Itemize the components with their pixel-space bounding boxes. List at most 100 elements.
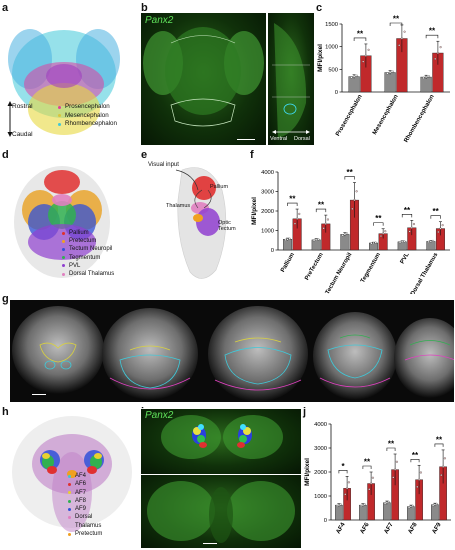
data-point xyxy=(436,51,439,55)
data-point xyxy=(351,207,354,210)
data-point xyxy=(418,478,421,481)
legend-item: Rhombencephalon xyxy=(58,120,117,129)
data-point xyxy=(425,75,428,79)
bar xyxy=(384,72,396,93)
significance-label: ** xyxy=(364,458,371,467)
gene-label-panx2-b: Panx2 xyxy=(145,15,174,26)
legend-item: Dorsal xyxy=(68,513,102,521)
legend-dot xyxy=(62,239,65,243)
data-point xyxy=(343,233,346,236)
data-point xyxy=(284,238,287,241)
category-label: Prosencephalon xyxy=(335,94,364,138)
category-label: PVL xyxy=(400,252,411,265)
data-point xyxy=(427,75,430,78)
data-point xyxy=(379,235,383,238)
significance-bracket xyxy=(430,215,441,219)
legend-dot xyxy=(68,524,71,527)
data-point xyxy=(385,501,388,504)
data-point xyxy=(386,72,389,75)
data-point xyxy=(286,238,289,241)
significance-label: ** xyxy=(318,201,325,210)
legend-label: Pretectum xyxy=(69,238,97,245)
data-point xyxy=(364,54,367,57)
data-point xyxy=(409,505,412,508)
data-point xyxy=(394,468,397,471)
y-tick-label: 3000 xyxy=(314,446,327,452)
legend-label: Prosencephalon xyxy=(65,103,110,110)
y-tick-label: 4000 xyxy=(314,422,327,428)
data-point xyxy=(432,504,435,507)
y-tick-label: 2000 xyxy=(261,209,274,215)
category-label: PreTectum xyxy=(304,252,324,281)
legend-label: Mesencephalon xyxy=(65,111,109,119)
pallium-label: Pallium xyxy=(210,184,229,190)
microscopy-panx2-side: Ventral Dorsal xyxy=(268,13,314,145)
y-tick-label: 1000 xyxy=(325,45,338,51)
legend-dot xyxy=(68,499,71,503)
data-point xyxy=(360,504,363,507)
panel-label-e: e xyxy=(141,149,148,161)
category-label: Pallium xyxy=(280,252,296,273)
brain-region-schematic-h xyxy=(12,416,132,532)
data-point xyxy=(371,476,374,479)
data-point xyxy=(367,48,370,51)
y-tick-label: 1500 xyxy=(325,22,338,28)
bar xyxy=(311,239,321,251)
data-point xyxy=(411,504,414,507)
data-point xyxy=(403,240,406,243)
legend-dot xyxy=(62,272,65,276)
data-point xyxy=(439,46,442,49)
data-point xyxy=(374,241,377,244)
microscopy-series-g xyxy=(10,300,454,402)
significance-bracket xyxy=(401,214,413,218)
data-point xyxy=(362,60,365,63)
data-point xyxy=(315,238,318,241)
data-point xyxy=(339,503,342,506)
y-tick-label: 1000 xyxy=(261,229,274,235)
category-label: AF4 xyxy=(335,521,347,535)
data-point xyxy=(372,241,375,245)
legend-label: AF4 xyxy=(75,473,87,479)
legend-item: Tegmentum xyxy=(62,254,114,262)
data-point xyxy=(389,71,392,74)
panel-label-c: c xyxy=(316,2,323,14)
data-point xyxy=(326,218,329,221)
visual-pathway-schematic-e xyxy=(175,167,227,279)
bar xyxy=(335,504,343,521)
significance-bracket xyxy=(410,458,420,463)
data-point xyxy=(412,223,416,226)
legend-item: Mesencephalon xyxy=(58,112,117,121)
legend-item: AF9 xyxy=(68,505,102,513)
caudal-label: Caudal xyxy=(12,131,33,138)
significance-label: ** xyxy=(388,440,395,449)
legend-item: Tectum Neuropil xyxy=(62,245,114,253)
category-label: Dorsal Thalamus xyxy=(410,251,440,294)
gene-label-panx2-i: Panx2 xyxy=(145,410,174,421)
data-point xyxy=(355,190,358,193)
legend-dot xyxy=(58,122,61,126)
category-label: Tectum Neuropil xyxy=(325,252,354,294)
legend-label: Dorsal xyxy=(75,514,93,521)
legend-item: AF4 xyxy=(68,472,102,480)
visual-input-label: Visual input xyxy=(148,162,179,168)
panel-label-a: a xyxy=(2,2,9,14)
data-point xyxy=(337,504,340,507)
data-point xyxy=(408,506,411,509)
legend-dot xyxy=(58,114,61,118)
category-label: Tegmentum xyxy=(360,252,382,284)
data-point xyxy=(437,230,440,234)
legend-dot xyxy=(62,264,65,268)
significance-label: ** xyxy=(357,29,364,38)
legend-item: PVL xyxy=(62,262,114,270)
data-point xyxy=(434,57,437,60)
y-tick-label: 1000 xyxy=(314,494,327,500)
panel-label-b: b xyxy=(141,2,148,14)
bar-chart-f: 0 1000 2000 3000 4000 MFI/pixel ** Pallium ** Pre… xyxy=(251,168,450,294)
bar xyxy=(340,234,350,251)
optic-label: Optic xyxy=(218,220,231,226)
legend-d: Pallium Pretectum Tectum Neuropil Tegmen… xyxy=(62,229,114,278)
legend-item: Pretectum xyxy=(62,237,114,245)
legend-item: Pallium xyxy=(62,229,114,237)
legend-a: Prosencephalon Mesencephalon Rhombenceph… xyxy=(58,103,117,129)
significance-bracket xyxy=(434,443,444,447)
